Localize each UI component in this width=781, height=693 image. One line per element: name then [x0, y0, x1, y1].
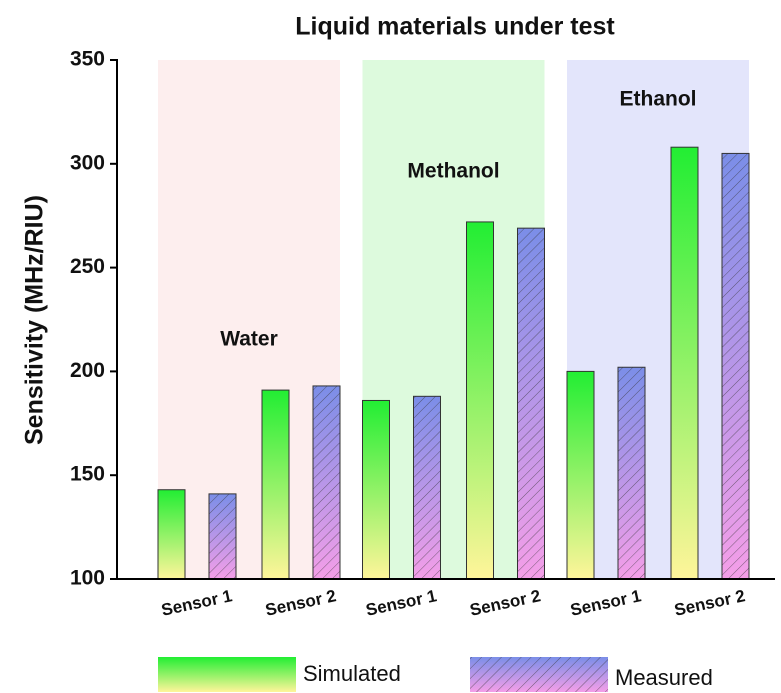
chart-title: Liquid materials under test [295, 13, 615, 41]
x-tick-label: Sensor 1 [569, 586, 643, 620]
legend-hatch [470, 657, 608, 692]
x-tick-label: Sensor 2 [673, 586, 747, 620]
group-band [158, 60, 340, 579]
group-band [362, 60, 545, 579]
bar-hatch [722, 153, 749, 580]
bar-hatch [209, 493, 236, 579]
y-tick-label: 300 [70, 151, 105, 174]
bar-hatch [517, 228, 545, 579]
bar [566, 370, 595, 580]
legend-swatch [158, 657, 296, 692]
legend-label: Measured [615, 665, 713, 690]
x-tick-label: Sensor 2 [264, 586, 338, 620]
x-tick-label: Sensor 1 [364, 586, 438, 620]
bar [157, 489, 186, 580]
x-tick-label: Sensor 2 [468, 586, 542, 620]
group-band [567, 60, 749, 579]
y-tick-label: 250 [70, 255, 105, 278]
bar [466, 221, 494, 580]
y-tick-label: 150 [70, 463, 105, 486]
bar [362, 399, 390, 580]
bar-hatch [618, 367, 645, 579]
bar-hatch [413, 396, 441, 579]
group-label: Water [220, 328, 278, 351]
y-tick-label: 100 [70, 567, 105, 590]
legend-label: Simulated [303, 661, 401, 686]
x-tick-label: Sensor 1 [160, 586, 234, 620]
bar-hatch [313, 385, 340, 579]
y-tick-label: 350 [70, 48, 105, 71]
bar [670, 146, 699, 580]
group-label: Ethanol [620, 88, 697, 111]
group-label: Methanol [407, 160, 499, 183]
bar [261, 389, 290, 580]
y-tick-label: 200 [70, 359, 105, 382]
y-axis-title: Sensitivity (MHz/RIU) [21, 195, 49, 445]
